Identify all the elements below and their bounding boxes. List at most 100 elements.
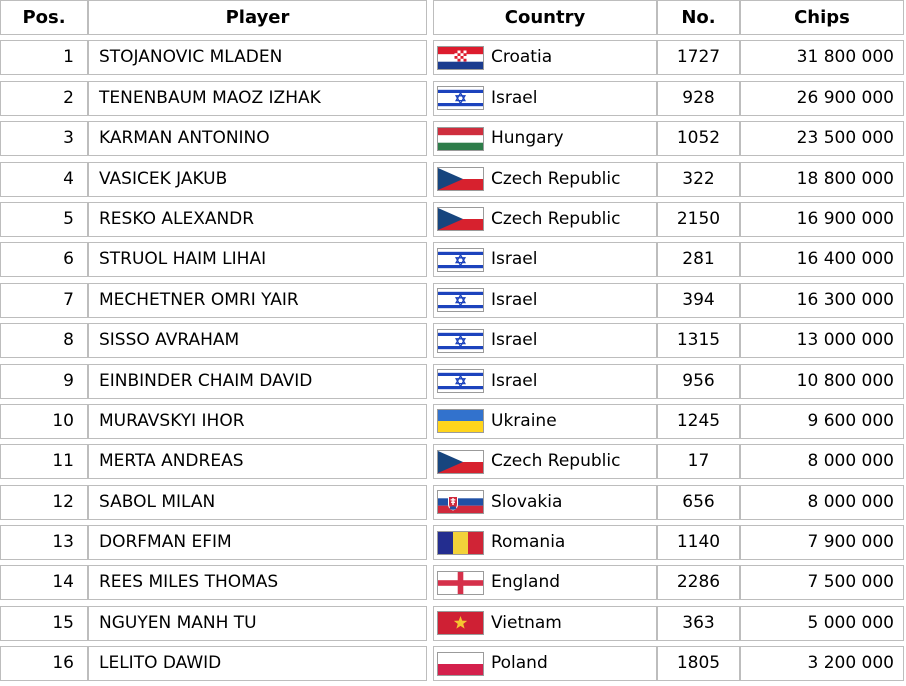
- flag-slovakia-icon: [437, 490, 484, 515]
- chip-count: 26 900 000: [740, 80, 904, 116]
- chip-count: 16 900 000: [740, 201, 904, 237]
- table-row: 13 DORFMAN EFIM Romania 1140 7 900 000: [0, 525, 906, 561]
- flag-israel-icon: [437, 288, 484, 313]
- flag-israel-icon: [437, 369, 484, 394]
- entry-number: 2286: [657, 565, 740, 601]
- player-name: RESKO ALEXANDR: [88, 201, 427, 237]
- player-name: MECHETNER OMRI YAIR: [88, 282, 427, 318]
- country-name: England: [491, 572, 561, 593]
- chip-count: 18 800 000: [740, 161, 904, 197]
- country-cell: Czech Republic: [433, 201, 657, 237]
- table-row: 5 RESKO ALEXANDR Czech Republic 2150 16 …: [0, 201, 906, 237]
- country-cell: Hungary: [433, 121, 657, 157]
- player-name: MURAVSKYI IHOR: [88, 403, 427, 439]
- chip-count: 16 300 000: [740, 282, 904, 318]
- table-row: 8 SISSO AVRAHAM Israel 1315 13 000 000: [0, 323, 906, 359]
- player-name: SISSO AVRAHAM: [88, 323, 427, 359]
- country-name: Israel: [491, 289, 538, 310]
- country-name: Poland: [491, 653, 548, 674]
- country-name: Czech Republic: [491, 208, 621, 229]
- player-name: SABOL MILAN: [88, 484, 427, 520]
- country-cell: Israel: [433, 363, 657, 399]
- position-value: 15: [0, 605, 88, 641]
- country-name: Hungary: [491, 128, 564, 149]
- country-name: Vietnam: [491, 612, 562, 633]
- position-value: 1: [0, 40, 88, 76]
- position-value: 2: [0, 80, 88, 116]
- entry-number: 928: [657, 80, 740, 116]
- country-name: Israel: [491, 249, 538, 270]
- country-cell: Israel: [433, 80, 657, 116]
- entry-number: 17: [657, 444, 740, 480]
- country-name: Romania: [491, 532, 566, 553]
- chip-count: 13 000 000: [740, 323, 904, 359]
- column-header-no: No.: [657, 0, 740, 35]
- table-row: 14 REES MILES THOMAS England 2286 7 500 …: [0, 565, 906, 601]
- country-name: Israel: [491, 370, 538, 391]
- flag-england-icon: [437, 570, 484, 595]
- chip-count: 8 000 000: [740, 444, 904, 480]
- flag-czech-icon: [437, 167, 484, 192]
- position-value: 6: [0, 242, 88, 278]
- flag-czech-icon: [437, 449, 484, 474]
- chip-count: 16 400 000: [740, 242, 904, 278]
- entry-number: 1052: [657, 121, 740, 157]
- position-value: 3: [0, 121, 88, 157]
- entry-number: 281: [657, 242, 740, 278]
- country-name: Ukraine: [491, 410, 557, 431]
- column-header-chips: Chips: [740, 0, 904, 35]
- chip-count: 9 600 000: [740, 403, 904, 439]
- entry-number: 2150: [657, 201, 740, 237]
- table-row: 9 EINBINDER CHAIM DAVID Israel 956 10 80…: [0, 363, 906, 399]
- table-row: 2 TENENBAUM MAOZ IZHAK Israel 928 26 900…: [0, 80, 906, 116]
- flag-croatia-icon: [437, 45, 484, 70]
- country-name: Czech Republic: [491, 168, 621, 189]
- chip-count: 31 800 000: [740, 40, 904, 76]
- entry-number: 1315: [657, 323, 740, 359]
- country-name: Israel: [491, 87, 538, 108]
- country-cell: Ukraine: [433, 403, 657, 439]
- country-cell: Romania: [433, 525, 657, 561]
- player-name: STRUOL HAIM LIHAI: [88, 242, 427, 278]
- flag-ukraine-icon: [437, 409, 484, 434]
- position-value: 14: [0, 565, 88, 601]
- chip-count: 8 000 000: [740, 484, 904, 520]
- flag-israel-icon: [437, 328, 484, 353]
- country-cell: Czech Republic: [433, 444, 657, 480]
- chip-count: 10 800 000: [740, 363, 904, 399]
- flag-israel-icon: [437, 86, 484, 111]
- player-name: DORFMAN EFIM: [88, 525, 427, 561]
- player-name: LELITO DAWID: [88, 646, 427, 682]
- table-header-row: Pos. Player Country No. Chips: [0, 0, 906, 35]
- country-cell: Vietnam: [433, 605, 657, 641]
- column-header-country: Country: [433, 0, 657, 35]
- player-name: MERTA ANDREAS: [88, 444, 427, 480]
- position-value: 13: [0, 525, 88, 561]
- chip-count: 7 500 000: [740, 565, 904, 601]
- player-name: EINBINDER CHAIM DAVID: [88, 363, 427, 399]
- entry-number: 1727: [657, 40, 740, 76]
- table-row: 16 LELITO DAWID Poland 1805 3 200 000: [0, 646, 906, 682]
- position-value: 11: [0, 444, 88, 480]
- table-row: 3 KARMAN ANTONINO Hungary 1052 23 500 00…: [0, 121, 906, 157]
- player-name: KARMAN ANTONINO: [88, 121, 427, 157]
- table-row: 1 STOJANOVIC MLADEN Croatia 1727 31 800 …: [0, 40, 906, 76]
- entry-number: 1245: [657, 403, 740, 439]
- player-name: VASICEK JAKUB: [88, 161, 427, 197]
- position-value: 7: [0, 282, 88, 318]
- entry-number: 956: [657, 363, 740, 399]
- country-cell: Israel: [433, 323, 657, 359]
- position-value: 16: [0, 646, 88, 682]
- chip-count: 23 500 000: [740, 121, 904, 157]
- position-value: 5: [0, 201, 88, 237]
- flag-hungary-icon: [437, 126, 484, 151]
- table-row: 12 SABOL MILAN Slovakia 656 8 000 000: [0, 484, 906, 520]
- country-name: Israel: [491, 330, 538, 351]
- entry-number: 1140: [657, 525, 740, 561]
- entry-number: 322: [657, 161, 740, 197]
- position-value: 9: [0, 363, 88, 399]
- entry-number: 363: [657, 605, 740, 641]
- position-value: 12: [0, 484, 88, 520]
- position-value: 10: [0, 403, 88, 439]
- table-row: 10 MURAVSKYI IHOR Ukraine 1245 9 600 000: [0, 403, 906, 439]
